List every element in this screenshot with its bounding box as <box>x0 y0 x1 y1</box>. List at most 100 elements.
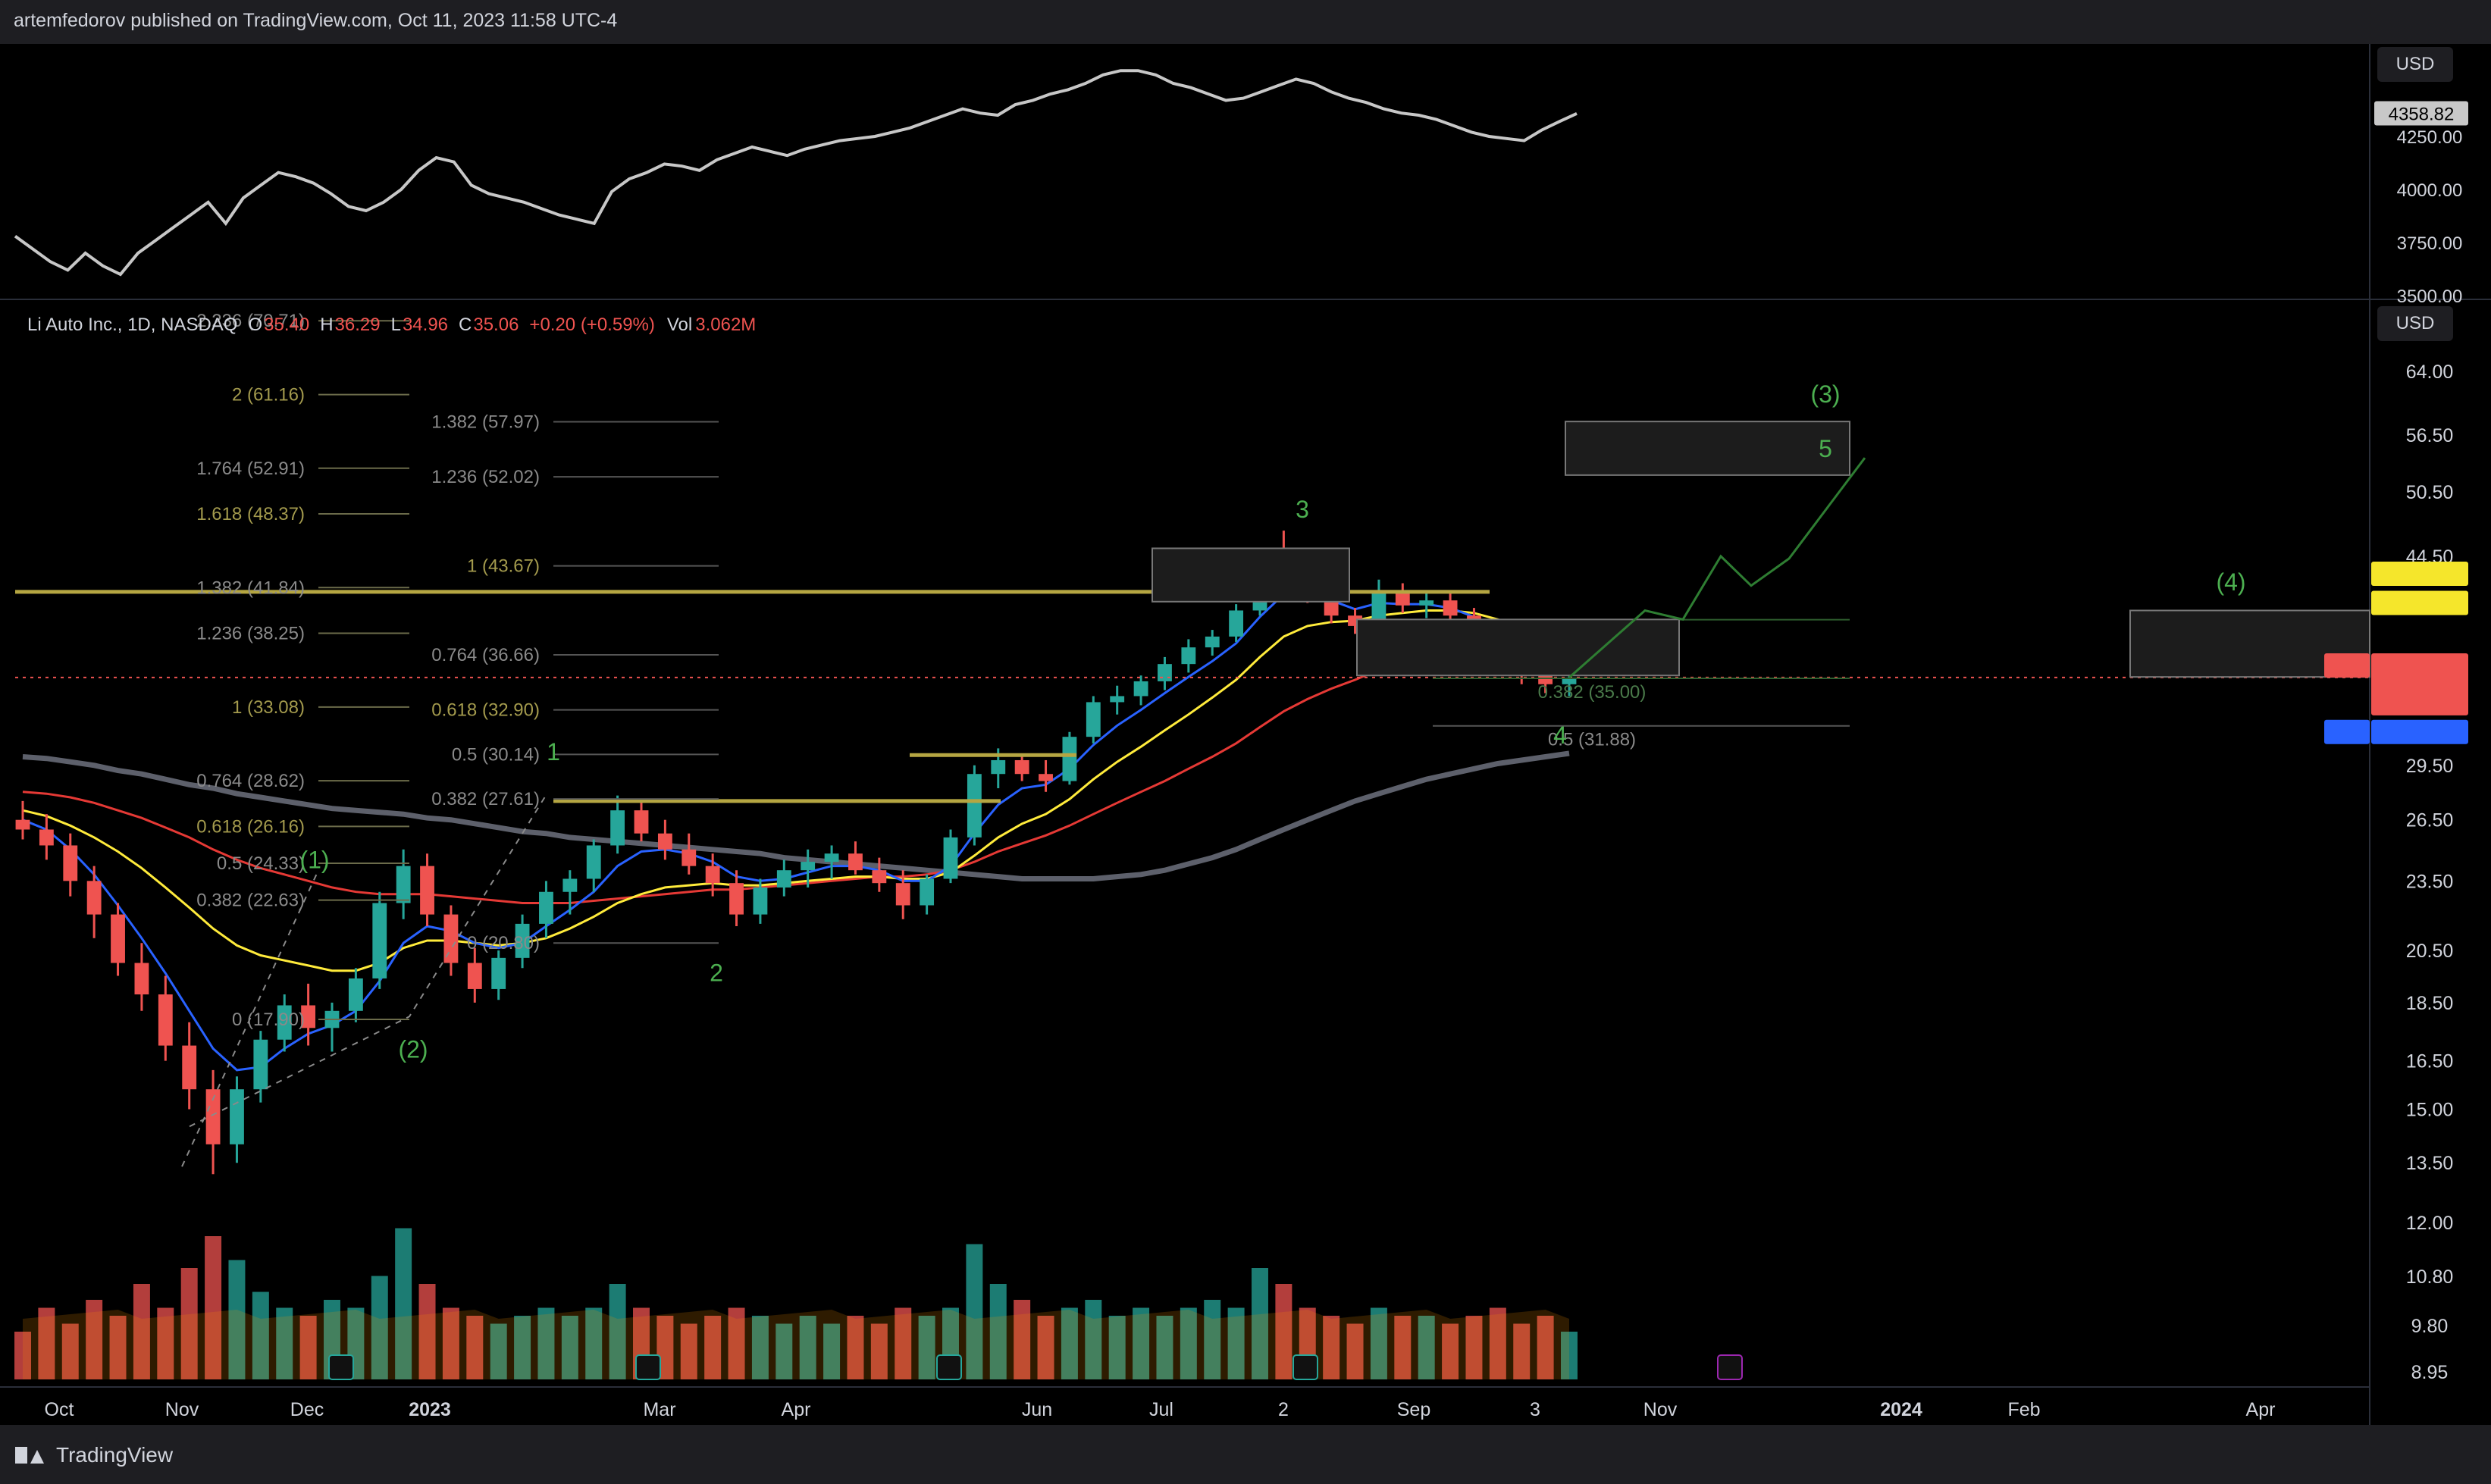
volume-bar <box>870 1323 888 1379</box>
volume-bar <box>371 1276 388 1379</box>
candle-body <box>111 914 125 963</box>
candle-body <box>396 866 411 903</box>
legend-o: 35.40 <box>264 315 309 335</box>
volume-bar <box>537 1307 555 1379</box>
volume-bar <box>1418 1316 1435 1379</box>
candle-body <box>1110 696 1125 703</box>
fib-right-label: 0.5 (31.88) <box>1548 730 1636 750</box>
candle-body <box>1181 647 1196 665</box>
volume-bar <box>989 1284 1007 1379</box>
time-tick-label: Oct <box>45 1399 74 1420</box>
volume-bar <box>109 1316 127 1379</box>
index-last-value-badge <box>2374 101 2468 126</box>
price-tick-label: 12.00 <box>2406 1213 2454 1234</box>
volume-bar <box>776 1323 793 1379</box>
volume-bar <box>1442 1323 1459 1379</box>
candle-body <box>920 878 935 906</box>
candle-body <box>1014 759 1029 775</box>
earnings-marker-icon <box>635 1354 661 1380</box>
fib-a-label: 2.236 (70.71) <box>196 311 305 331</box>
legend-vol_label: Vol <box>667 315 692 335</box>
price-tick-label: 26.50 <box>2406 810 2454 831</box>
price-tick-label: 9.80 <box>2411 1316 2449 1337</box>
volume-bar <box>418 1284 436 1379</box>
wave-label: (1) <box>299 846 329 873</box>
time-tick-label: Mar <box>643 1399 675 1420</box>
volume-bar <box>1537 1316 1554 1379</box>
candle-body <box>1133 681 1148 697</box>
candle-body <box>824 853 839 863</box>
volume-bar <box>1085 1300 1102 1379</box>
candle-body <box>86 881 102 915</box>
candle-body <box>872 870 887 884</box>
axis-corner <box>2371 1389 2491 1423</box>
fib-a-label: 0.5 (24.33) <box>217 853 305 874</box>
index-tick-label: 3750.00 <box>2397 233 2463 254</box>
volume-bar <box>847 1316 864 1379</box>
candle-body <box>776 870 791 888</box>
wave-label: 1 <box>547 738 560 765</box>
brand-label: TradingView <box>56 1443 174 1467</box>
index-tick-label: 4000.00 <box>2397 180 2463 201</box>
volume-bar <box>1513 1323 1531 1379</box>
candle-body <box>943 837 958 879</box>
volume-bar <box>442 1307 459 1379</box>
tradingview-logo-icon <box>15 1447 49 1464</box>
legend-o_label: O <box>248 315 262 335</box>
tradingview-brand[interactable]: TradingView <box>15 1443 173 1467</box>
fib-a-label: 0 (17.90) <box>232 1010 305 1030</box>
volume-bar <box>799 1316 816 1379</box>
time-tick-label: Apr <box>2246 1399 2276 1420</box>
fib-a-label: 0.764 (28.62) <box>196 771 305 791</box>
ma-slow-line <box>22 630 1569 904</box>
candle-body <box>182 1045 197 1090</box>
main-currency-button[interactable]: USD <box>2377 306 2453 341</box>
volume-bar <box>276 1307 293 1379</box>
volume-bar <box>252 1291 269 1379</box>
price-tick-label: 18.50 <box>2406 993 2454 1014</box>
candle-body <box>634 810 649 834</box>
candle-body <box>467 963 482 989</box>
volume-bar <box>14 1332 31 1379</box>
index-currency-button[interactable]: USD <box>2377 47 2453 82</box>
price-tick-label: 64.00 <box>2406 362 2454 383</box>
volume-bar <box>1252 1268 1268 1379</box>
volume-bar <box>561 1316 578 1379</box>
time-tick-label: 2024 <box>1880 1399 1922 1420</box>
candle-body <box>586 845 601 879</box>
earnings-marker-icon <box>936 1354 962 1380</box>
candle-body <box>610 810 625 846</box>
candle-body <box>1443 600 1458 616</box>
published-text: artemfedorov published on TradingView.co… <box>14 10 618 31</box>
wave-label: 5 <box>1819 435 1832 462</box>
volume-bar <box>1489 1307 1506 1379</box>
volume-bar <box>180 1268 198 1379</box>
candle-body <box>1371 590 1386 626</box>
candle-body <box>1158 664 1172 681</box>
volume-bar <box>609 1284 626 1379</box>
fib-b-label: 1.236 (52.02) <box>431 467 540 487</box>
candle-body <box>63 845 78 881</box>
index-line <box>14 69 1578 277</box>
fib-b-label: 1 (43.67) <box>467 556 540 577</box>
candle-body <box>562 878 578 892</box>
volume-bar <box>466 1316 484 1379</box>
ask-label-bg <box>2324 653 2370 678</box>
time-tick-label: 2 <box>1278 1399 1289 1420</box>
wave-label: (2) <box>398 1036 428 1063</box>
volume-bar <box>86 1300 103 1379</box>
footer-bar: TradingView <box>0 1425 2491 1484</box>
last-price-badge-bg <box>2371 666 2468 715</box>
volume-bar <box>1156 1316 1173 1379</box>
candle-body <box>1395 590 1410 606</box>
volume-bar <box>38 1307 55 1379</box>
volume-bar <box>1370 1307 1387 1379</box>
earnings-marker-icon <box>1292 1354 1318 1380</box>
fib-a-label: 1.382 (41.84) <box>196 578 305 598</box>
volume-bar <box>1227 1307 1245 1379</box>
candle-body <box>277 1005 292 1040</box>
fib-b-label: 0.382 (27.61) <box>431 789 540 809</box>
volume-bar <box>205 1236 222 1379</box>
candle-body <box>15 819 30 830</box>
